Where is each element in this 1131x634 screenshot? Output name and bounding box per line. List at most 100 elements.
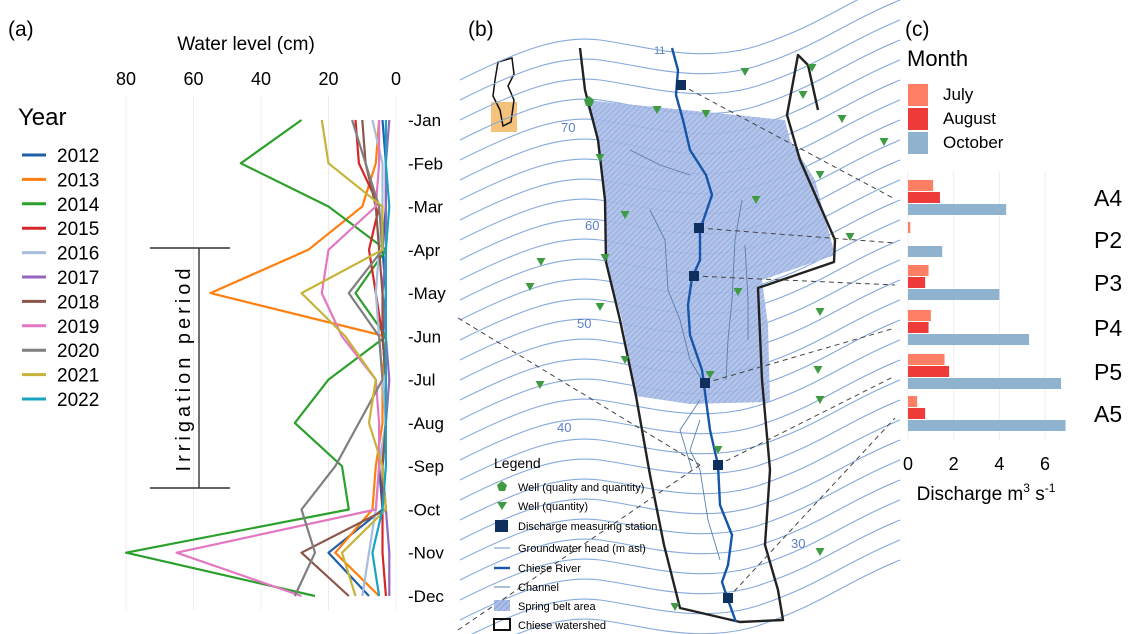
legend-label-october: October [943, 133, 1004, 152]
series-line-2022 [371, 120, 391, 597]
month-label-jul: -Jul [408, 371, 435, 390]
category-label-P3: P3 [1094, 270, 1122, 296]
channels [629, 149, 749, 561]
legend-item-well-quality: Well (quality and quantity) [518, 482, 644, 494]
station-marker-2 [689, 271, 699, 281]
legend-item-watershed: Chiese watershed [518, 620, 606, 632]
bar-A4-august [908, 192, 940, 203]
well-marker-3 [798, 91, 808, 99]
panel-a-x-tick-labels: 80 60 40 20 0 [116, 69, 401, 89]
station-leader-2 [693, 275, 896, 286]
category-label-P5: P5 [1094, 359, 1122, 385]
contour-line-20 [459, 379, 901, 481]
watershed-outline [578, 47, 837, 624]
panel-b-label: (b) [468, 18, 494, 41]
bar-P2-july [908, 222, 911, 233]
station-marker-5 [723, 593, 733, 603]
station-leader-1 [698, 227, 896, 244]
well-marker-5 [837, 115, 847, 123]
legend-swatch-july [908, 84, 928, 106]
discharge-stations [457, 80, 896, 631]
panel-a-month-labels: -Jan -Feb -Mar -Apr -May -Jun -Jul -Aug -Sep -Oct… [408, 111, 446, 606]
contour-line-21 [459, 399, 901, 501]
panel-a-connector-upper [457, 317, 701, 466]
series-line-2014 [124, 119, 387, 598]
map-legend: Legend Well (quality and quantity) Well … [493, 455, 657, 632]
panel-a-x-tick-1: 60 [183, 69, 203, 89]
panel-a-x-tick-2: 40 [251, 69, 271, 89]
legend-item-well-quantity: Well (quantity) [518, 501, 588, 513]
well-marker-22 [815, 396, 825, 404]
legend-item-river: Chiese River [518, 563, 581, 575]
contour-line-22 [459, 419, 901, 521]
well-markers [525, 64, 889, 611]
month-label-apr: -Apr [408, 241, 440, 260]
well-marker-12 [536, 258, 546, 266]
legend-title-month: Month [907, 46, 968, 71]
station-marker-0 [676, 80, 686, 90]
legend-label-2013: 2013 [57, 170, 99, 191]
panel-c-label: (c) [905, 18, 930, 41]
well-marker-20 [535, 381, 545, 389]
bar-P4-august [908, 322, 929, 333]
bar-P3-july [908, 265, 929, 276]
category-label-P2: P2 [1094, 227, 1122, 253]
bar-P5-july [908, 354, 945, 365]
irrigation-period-label: Irrigation period [173, 265, 195, 472]
month-label-jun: -Jun [408, 327, 441, 346]
panel-a-axis-title: Water level (cm) [177, 34, 315, 55]
well-marker-25 [670, 603, 680, 611]
map-panel: 70 60 50 40 30 11 Legend Well (quality a… [457, 0, 901, 634]
month-label-jan: -Jan [408, 111, 441, 130]
contour-line-24 [459, 459, 901, 561]
contour-line-27 [459, 519, 901, 621]
svg-text:60: 60 [585, 218, 599, 233]
well-marker-11 [845, 233, 855, 241]
well-marker-4 [701, 110, 711, 118]
contour-line-18 [459, 339, 901, 441]
month-label-aug: -Aug [408, 414, 444, 433]
station-marker-1 [694, 223, 704, 233]
bar-P2-october [908, 246, 943, 257]
legend-item-groundwater: Groundwater head (m asl) [518, 543, 646, 555]
well-quality-marker [584, 96, 594, 106]
station-marker-4 [713, 460, 723, 470]
month-label-dec: -Dec [408, 587, 444, 606]
bar-A4-july [908, 180, 934, 191]
well-marker-2 [652, 106, 662, 114]
contour-labels: 70 60 50 40 30 11 [557, 45, 805, 551]
legend-item-station: Discharge measuring station [518, 521, 657, 533]
legend-label-2020: 2020 [57, 341, 99, 362]
panel-a-x-tick-4: 0 [391, 69, 401, 89]
groundwater-contours [459, 0, 901, 634]
well-marker-7 [595, 154, 605, 162]
contour-line-25 [459, 479, 901, 581]
irrigation-bracket: Irrigation period [150, 247, 230, 489]
legend-label-2021: 2021 [57, 366, 99, 387]
legend-label-july: July [943, 85, 974, 104]
bar-A4-october [908, 204, 1007, 215]
series-line-2019 [175, 120, 381, 598]
contour-line-28 [470, 539, 901, 634]
category-label-P4: P4 [1094, 315, 1122, 341]
well-marker-1 [807, 64, 817, 72]
well-marker-17 [815, 308, 825, 316]
month-label-sep: -Sep [408, 457, 444, 476]
month-label-may: -May [408, 284, 446, 303]
well-marker-15 [733, 288, 743, 296]
well-marker-0 [740, 68, 750, 76]
category-label-A5: A5 [1094, 401, 1122, 427]
inset-locator-map [491, 57, 517, 132]
svg-text:11: 11 [654, 45, 665, 57]
well-marker-21 [705, 371, 715, 379]
contour-line-23 [459, 439, 901, 541]
legend-item-spring-belt: Spring belt area [518, 601, 597, 613]
series-line-2017 [381, 119, 391, 596]
bar-P5-august [908, 366, 950, 377]
contour-line-1 [459, 0, 901, 101]
month-label-oct: -Oct [408, 500, 440, 519]
contour-line-2 [459, 19, 901, 121]
legend-swatch-august [908, 108, 928, 130]
contour-line-26 [459, 499, 901, 601]
panel-a-x-tick-3: 20 [318, 69, 338, 89]
